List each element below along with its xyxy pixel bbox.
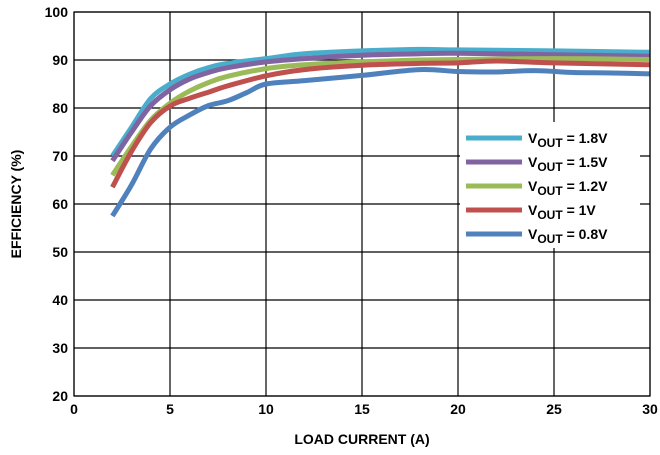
y-tick-label: 30 — [52, 340, 68, 356]
legend-label-subscript: OUT — [537, 160, 563, 174]
legend-label-subscript: OUT — [537, 136, 563, 150]
y-tick-label: 50 — [52, 244, 68, 260]
x-tick-label: 15 — [354, 401, 370, 417]
y-tick-label: 70 — [52, 148, 68, 164]
legend-label-0: VOUT = 1.8V — [528, 130, 608, 150]
y-tick-label: 20 — [52, 388, 68, 404]
x-tick-label: 0 — [70, 401, 78, 417]
legend-label-main: V — [528, 178, 538, 194]
series-line-3 — [110, 58, 651, 189]
x-tick-label: 20 — [450, 401, 466, 417]
legend-label-3: VOUT = 1V — [528, 202, 596, 222]
y-axis-title: EFFICIENCY (%) — [8, 150, 24, 259]
y-tick-labels: 20 30 40 50 60 70 80 90 100 — [45, 4, 69, 404]
y-tick-label: 100 — [45, 4, 69, 20]
x-axis-title: LOAD CURRENT (A) — [294, 431, 429, 447]
series-lines — [110, 46, 651, 218]
legend-label-suffix: = 0.8V — [563, 226, 608, 242]
y-tick-label: 40 — [52, 292, 68, 308]
legend-label-main: V — [528, 226, 538, 242]
legend-label-main: V — [528, 154, 538, 170]
y-tick-label: 80 — [52, 100, 68, 116]
legend-label-subscript: OUT — [537, 208, 563, 222]
legend-label-main: V — [528, 130, 538, 146]
x-tick-label: 30 — [642, 401, 658, 417]
legend-label-2: VOUT = 1.2V — [528, 178, 608, 198]
legend-label-4: VOUT = 0.8V — [528, 226, 608, 246]
plot-frame — [73, 11, 651, 397]
legend-label-suffix: = 1V — [563, 202, 597, 218]
y-tick-label: 90 — [52, 52, 68, 68]
legend-label-subscript: OUT — [537, 184, 563, 198]
x-tick-label: 25 — [546, 401, 562, 417]
legend-label-suffix: = 1.2V — [563, 178, 608, 194]
legend-label-main: V — [528, 202, 538, 218]
legend-label-suffix: = 1.8V — [563, 130, 608, 146]
y-tick-label: 60 — [52, 196, 68, 212]
x-tick-labels: 0 5 10 15 20 25 30 — [70, 401, 658, 417]
series-line-0 — [110, 46, 651, 158]
x-tick-label: 10 — [258, 401, 274, 417]
legend-label-1: VOUT = 1.5V — [528, 154, 608, 174]
legend-label-subscript: OUT — [537, 232, 563, 246]
series-line-4 — [110, 66, 651, 218]
series-line-1 — [110, 50, 651, 163]
legend-label-suffix: = 1.5V — [563, 154, 608, 170]
x-tick-label: 5 — [166, 401, 174, 417]
